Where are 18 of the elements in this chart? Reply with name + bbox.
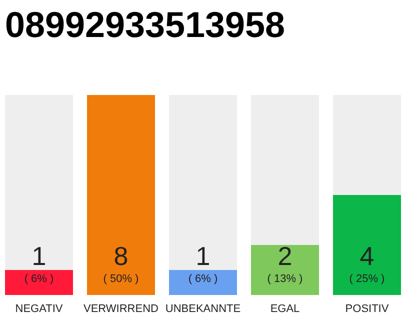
data-label: 1	[196, 241, 210, 271]
bar	[5, 270, 73, 295]
annotation: ( 6% )	[188, 273, 218, 285]
annotation: ( 25% )	[349, 273, 385, 285]
x-tick-label: VERWIRREND	[84, 303, 159, 315]
x-tick-label: NEGATIV	[15, 303, 64, 315]
data-label: 8	[114, 241, 128, 271]
data-label: 1	[32, 241, 46, 271]
annotation: ( 13% )	[267, 273, 303, 285]
x-tick-label: UNBEKANNTE	[165, 303, 241, 315]
bar	[169, 270, 237, 295]
annotation: ( 50% )	[103, 273, 139, 285]
data-label: 2	[278, 241, 292, 271]
data-label: 4	[360, 241, 374, 271]
x-tick-label: EGAL	[270, 303, 300, 315]
chart-title: 08992933513958	[5, 4, 286, 45]
annotation: ( 6% )	[24, 273, 54, 285]
x-tick-label: POSITIV	[345, 303, 390, 315]
